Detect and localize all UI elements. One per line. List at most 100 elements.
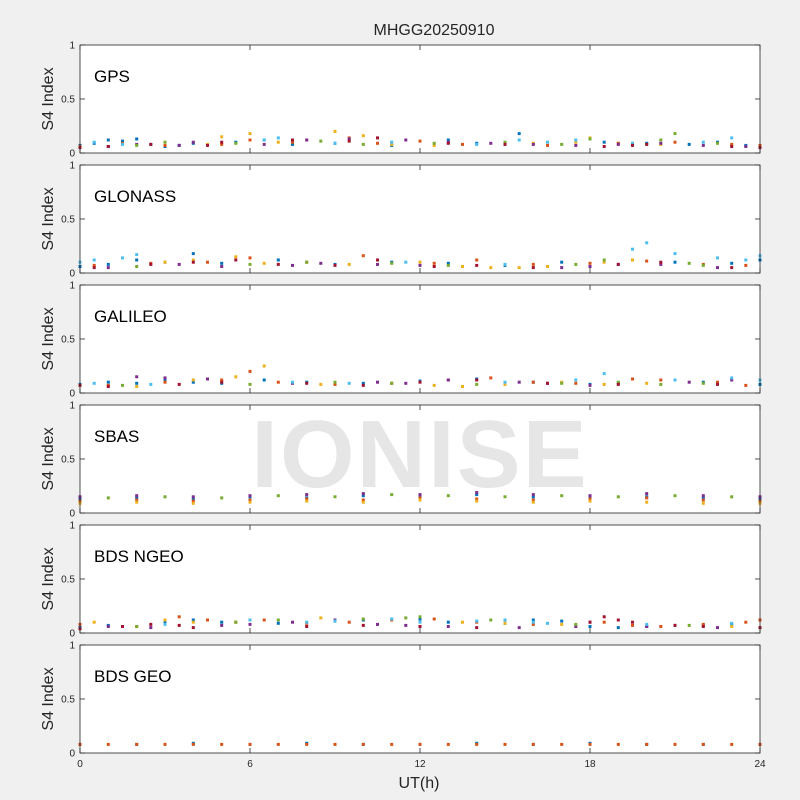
data-point	[220, 623, 224, 627]
data-point	[220, 380, 224, 384]
data-point	[333, 141, 337, 145]
data-point	[163, 620, 167, 624]
data-point	[291, 140, 294, 144]
data-point	[92, 266, 96, 270]
data-point	[489, 618, 493, 622]
data-point	[347, 620, 351, 624]
y-tick-label: 0.5	[61, 215, 75, 226]
data-point	[347, 262, 351, 266]
data-point	[602, 140, 606, 144]
data-point	[191, 380, 195, 384]
data-point	[588, 494, 592, 498]
data-point	[461, 620, 464, 624]
data-point	[659, 625, 663, 628]
data-point	[446, 378, 450, 382]
data-point	[645, 492, 649, 496]
data-point	[546, 381, 549, 385]
data-point	[220, 620, 224, 624]
data-point	[461, 385, 464, 388]
data-point	[631, 623, 634, 627]
data-point	[475, 378, 479, 382]
data-point	[730, 261, 734, 265]
data-point	[503, 380, 507, 384]
data-point	[234, 620, 238, 624]
plot-area	[80, 45, 760, 153]
data-point	[531, 742, 535, 746]
panel-0: 0 0.5 1 GPS S4 Index	[40, 41, 762, 160]
data-point	[716, 141, 719, 145]
data-point	[291, 263, 294, 267]
data-point	[560, 494, 564, 498]
y-tick-label: 1	[69, 41, 75, 52]
data-point	[645, 622, 649, 626]
data-point	[616, 618, 620, 622]
data-point	[531, 493, 535, 497]
data-point	[645, 500, 649, 504]
data-point	[602, 620, 606, 624]
data-point	[446, 494, 450, 498]
data-point	[645, 142, 649, 146]
data-point	[574, 378, 578, 382]
data-point	[404, 381, 408, 385]
data-point	[616, 495, 620, 499]
data-point	[177, 615, 181, 619]
data-point	[659, 141, 663, 145]
data-point	[730, 266, 734, 270]
data-point	[588, 625, 592, 628]
series-6	[92, 258, 734, 270]
data-point	[206, 260, 209, 264]
data-point	[574, 622, 578, 626]
panel-label: BDS GEO	[94, 667, 171, 686]
data-point	[687, 142, 691, 146]
panel-5: 0 0.5 1 0 6 12 18 24 BDS GEO S4 Index	[40, 641, 766, 771]
data-point	[716, 626, 719, 630]
data-point	[248, 494, 252, 498]
data-point	[234, 375, 238, 379]
data-point	[404, 616, 408, 620]
data-point	[531, 266, 535, 270]
data-point	[744, 258, 748, 262]
data-point	[701, 498, 705, 502]
data-point	[475, 142, 479, 146]
data-point	[574, 138, 578, 142]
y-tick-label: 1	[69, 641, 75, 652]
data-point	[531, 498, 535, 502]
y-tick-label: 0	[69, 749, 75, 760]
data-point	[432, 261, 436, 265]
data-point	[305, 499, 309, 503]
panel-2: 0 0.5 1 GALILEO S4 Index	[40, 281, 762, 400]
x-axis-label: UT(h)	[399, 775, 440, 792]
data-point	[177, 143, 181, 147]
panel-label: GLONASS	[94, 187, 176, 206]
data-point	[361, 383, 365, 387]
data-point	[418, 496, 422, 500]
data-point	[744, 263, 748, 267]
plot-area	[80, 525, 760, 633]
data-point	[276, 258, 280, 262]
data-point	[206, 143, 209, 147]
data-point	[716, 380, 719, 384]
plot-area	[80, 645, 760, 753]
data-point	[560, 260, 564, 264]
data-point	[574, 143, 578, 147]
data-point	[135, 742, 139, 746]
data-point	[135, 625, 139, 628]
data-point	[163, 618, 167, 622]
data-point	[92, 263, 96, 267]
data-point	[631, 258, 634, 262]
data-point	[673, 140, 677, 144]
data-point	[673, 494, 677, 498]
data-point	[503, 262, 507, 266]
x-tick-label: 12	[414, 759, 426, 770]
data-point	[687, 623, 691, 627]
data-point	[701, 263, 705, 267]
data-point	[361, 742, 365, 746]
data-point	[333, 263, 337, 267]
data-point	[163, 260, 167, 264]
data-point	[106, 145, 110, 148]
data-point	[616, 742, 620, 746]
data-point	[588, 137, 592, 141]
data-point	[673, 260, 677, 264]
data-point	[191, 499, 195, 503]
data-point	[121, 625, 124, 628]
